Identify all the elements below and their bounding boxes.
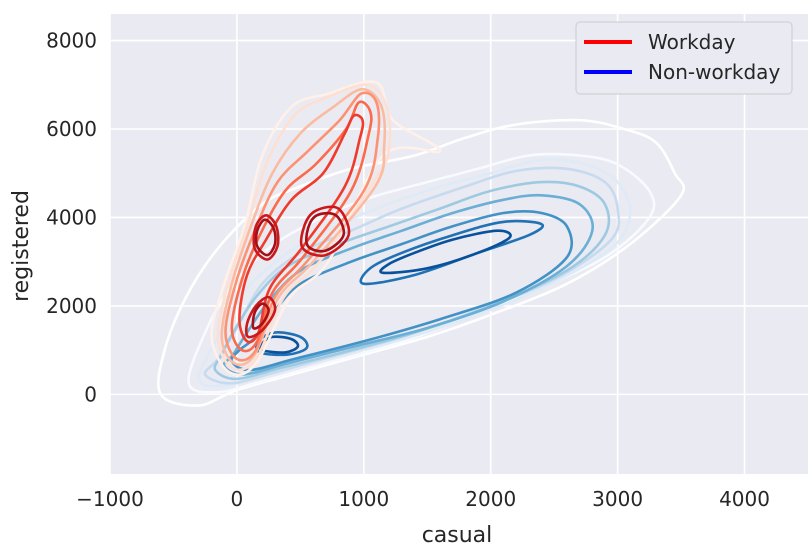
- y-axis-label: registered: [9, 190, 34, 302]
- workday-contour: [224, 91, 381, 362]
- legend-label-non-workday: Non-workday: [648, 60, 780, 84]
- workday-contour: [304, 211, 346, 253]
- workday-contours: [210, 80, 442, 377]
- workday-contour: [252, 214, 280, 261]
- non-workday-contour: [379, 229, 512, 275]
- x-axis-ticks: −1000 0 1000 2000 3000 4000: [76, 487, 770, 511]
- workday-contour: [299, 205, 351, 257]
- x-axis-label: casual: [422, 523, 493, 548]
- workday-contour: [254, 218, 277, 257]
- x-tick-label: 0: [231, 487, 244, 511]
- y-tick-label: 6000: [46, 117, 97, 141]
- y-tick-label: 2000: [46, 294, 97, 318]
- legend-label-workday: Workday: [648, 30, 736, 54]
- workday-contour: [251, 302, 270, 330]
- x-tick-label: 1000: [338, 487, 389, 511]
- y-axis-ticks: 0 2000 4000 6000 8000: [46, 29, 97, 407]
- non-workday-contour: [187, 152, 656, 394]
- workday-contour: [238, 113, 365, 344]
- legend: Workday Non-workday: [575, 21, 793, 95]
- x-tick-label: −1000: [76, 487, 144, 511]
- workday-contour: [216, 83, 392, 372]
- workday-contour: [230, 100, 373, 353]
- workday-contour: [210, 80, 442, 377]
- y-tick-label: 8000: [46, 29, 97, 53]
- non-workday-contour: [213, 180, 611, 381]
- y-tick-label: 0: [84, 382, 97, 406]
- non-workday-contour: [157, 118, 686, 407]
- workday-contour: [244, 295, 277, 339]
- x-tick-label: 4000: [719, 487, 770, 511]
- y-tick-label: 4000: [46, 205, 97, 229]
- x-tick-label: 3000: [592, 487, 643, 511]
- workday-contour: [220, 87, 387, 367]
- x-tick-label: 2000: [465, 487, 516, 511]
